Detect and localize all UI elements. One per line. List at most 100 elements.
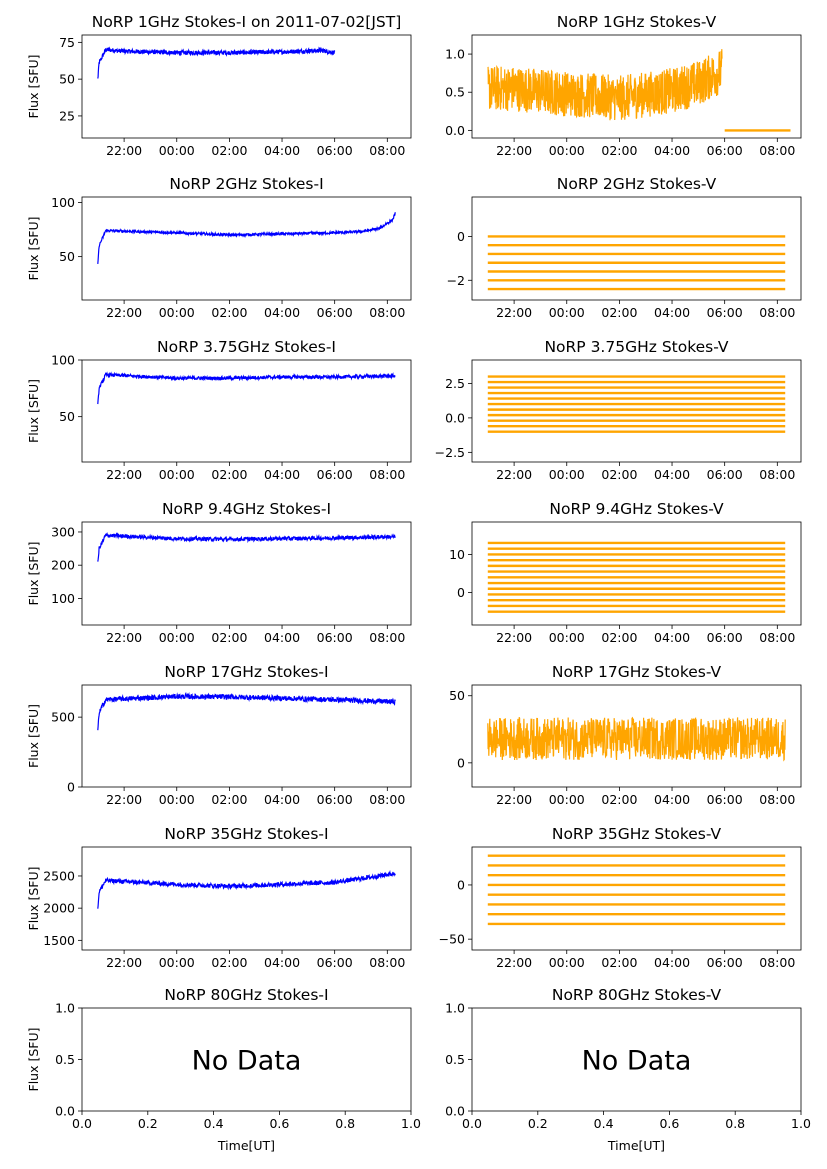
x-tick-label: 22:00 bbox=[496, 955, 532, 970]
panel-title: NoRP 9.4GHz Stokes-I bbox=[162, 500, 331, 518]
x-tick-label: 04:00 bbox=[264, 143, 300, 158]
data-layer bbox=[97, 869, 396, 909]
x-tick-label: 0.0 bbox=[72, 1116, 92, 1131]
y-axis-label: Flux [SFU] bbox=[26, 217, 41, 281]
x-tick-label: 00:00 bbox=[549, 305, 585, 320]
y-tick-label: 1.0 bbox=[445, 47, 465, 62]
x-tick-label: 04:00 bbox=[264, 630, 300, 645]
y-tick-label: 1500 bbox=[43, 933, 75, 948]
y-tick-label: 2000 bbox=[43, 901, 75, 916]
x-tick-label: 06:00 bbox=[707, 955, 743, 970]
plot-frame bbox=[81, 196, 412, 301]
x-tick-label: 22:00 bbox=[106, 305, 142, 320]
plot-frame bbox=[471, 34, 802, 139]
data-layer bbox=[487, 235, 786, 291]
x-tick-label: 04:00 bbox=[264, 955, 300, 970]
data-layer bbox=[487, 541, 786, 613]
plot-frame bbox=[81, 846, 412, 951]
x-tick-label: 06:00 bbox=[317, 792, 353, 807]
panel-title: NoRP 3.75GHz Stokes-I bbox=[157, 338, 336, 356]
x-tick-label: 02:00 bbox=[601, 955, 637, 970]
x-tick-label: 00:00 bbox=[549, 792, 585, 807]
y-tick-label: 50 bbox=[449, 688, 465, 703]
x-tick-label: 22:00 bbox=[496, 305, 532, 320]
y-axis-label: Flux [SFU] bbox=[26, 542, 41, 606]
y-axis-label: Flux [SFU] bbox=[26, 1028, 41, 1092]
panel-6: NoRP 9.4GHz Stokes-I Flux [SFU] 22:00 00:00… bbox=[26, 500, 412, 645]
y-tick-label: 50 bbox=[59, 409, 75, 424]
x-tick-label: 00:00 bbox=[159, 630, 195, 645]
series-0 bbox=[487, 716, 786, 762]
panel-title: NoRP 3.75GHz Stokes-V bbox=[544, 338, 728, 356]
y-axis-label: Flux [SFU] bbox=[26, 379, 41, 443]
x-tick-label: 02:00 bbox=[601, 792, 637, 807]
data-layer bbox=[487, 854, 786, 926]
x-tick-label: 04:00 bbox=[654, 955, 690, 970]
y-tick-label: 0 bbox=[457, 229, 465, 244]
panel-title: NoRP 35GHz Stokes-I bbox=[164, 825, 328, 843]
x-tick-label: 22:00 bbox=[106, 630, 142, 645]
panel-9: NoRP 17GHz Stokes-V 22:00 00:00 02:00 04:00 0… bbox=[449, 663, 802, 807]
x-tick-label: 08:00 bbox=[369, 305, 405, 320]
series-0 bbox=[97, 531, 396, 562]
data-layer bbox=[97, 371, 396, 405]
x-tick-label: 08:00 bbox=[369, 143, 405, 158]
y-tick-label: 0.5 bbox=[55, 1052, 75, 1067]
x-tick-label: 06:00 bbox=[317, 630, 353, 645]
series-0 bbox=[487, 49, 723, 121]
y-tick-label: 0 bbox=[457, 585, 465, 600]
x-tick-label: 00:00 bbox=[549, 630, 585, 645]
panel-title: NoRP 17GHz Stokes-V bbox=[552, 663, 722, 681]
plot-frame bbox=[81, 34, 412, 139]
plot-frame bbox=[471, 196, 802, 301]
data-layer bbox=[487, 49, 791, 132]
plot-frame bbox=[81, 359, 412, 463]
panel-4: NoRP 3.75GHz Stokes-I Flux [SFU] 22:00 00:0… bbox=[26, 338, 412, 482]
x-tick-label: 0.8 bbox=[725, 1116, 745, 1131]
x-tick-label: 02:00 bbox=[211, 143, 247, 158]
x-tick-label: 00:00 bbox=[549, 143, 585, 158]
y-tick-label: 75 bbox=[59, 35, 75, 50]
x-tick-label: 02:00 bbox=[211, 467, 247, 482]
y-tick-label: 0 bbox=[67, 780, 75, 795]
data-layer bbox=[97, 691, 396, 731]
panel-10: NoRP 35GHz Stokes-I Flux [SFU] 22:00 00:00 0… bbox=[26, 825, 412, 970]
panel-title: NoRP 2GHz Stokes-V bbox=[557, 175, 717, 193]
y-tick-label: 0.5 bbox=[445, 1052, 465, 1067]
plot-frame bbox=[471, 846, 802, 951]
x-tick-label: 1.0 bbox=[401, 1116, 421, 1131]
y-tick-label: 2.5 bbox=[445, 376, 465, 391]
x-tick-label: 00:00 bbox=[159, 143, 195, 158]
y-tick-label: 0 bbox=[457, 755, 465, 770]
y-tick-label: 300 bbox=[51, 524, 75, 539]
x-tick-label: 02:00 bbox=[211, 955, 247, 970]
x-tick-label: 0.2 bbox=[528, 1116, 548, 1131]
plot-frame bbox=[471, 521, 802, 626]
x-tick-label: 1.0 bbox=[791, 1116, 811, 1131]
x-axis-label: Time[UT] bbox=[217, 1138, 275, 1153]
x-tick-label: 08:00 bbox=[759, 467, 795, 482]
x-tick-label: 08:00 bbox=[369, 467, 405, 482]
x-tick-label: 00:00 bbox=[159, 955, 195, 970]
x-tick-label: 04:00 bbox=[654, 630, 690, 645]
panel-title: NoRP 35GHz Stokes-V bbox=[552, 825, 722, 843]
x-tick-label: 0.6 bbox=[659, 1116, 679, 1131]
series-0 bbox=[97, 371, 396, 405]
x-tick-label: 08:00 bbox=[759, 792, 795, 807]
y-tick-label: 0.0 bbox=[445, 1104, 465, 1119]
panel-11: NoRP 35GHz Stokes-V 22:00 00:00 02:00 04:00 0… bbox=[439, 825, 802, 970]
data-layer bbox=[97, 212, 396, 264]
panel-5: NoRP 3.75GHz Stokes-V 22:00 00:00 02:00 04:0… bbox=[435, 338, 802, 482]
y-axis-label: Flux [SFU] bbox=[26, 55, 41, 119]
x-tick-label: 06:00 bbox=[317, 143, 353, 158]
y-tick-label: 0.5 bbox=[445, 85, 465, 100]
x-tick-label: 06:00 bbox=[317, 955, 353, 970]
x-tick-label: 02:00 bbox=[211, 305, 247, 320]
y-tick-label: 500 bbox=[51, 710, 75, 725]
panel-title: NoRP 17GHz Stokes-I bbox=[164, 663, 328, 681]
y-tick-label: 0 bbox=[457, 877, 465, 892]
plot-frame bbox=[471, 359, 802, 463]
y-tick-label: 50 bbox=[59, 249, 75, 264]
data-layer bbox=[487, 716, 786, 762]
data-layer bbox=[487, 375, 786, 433]
